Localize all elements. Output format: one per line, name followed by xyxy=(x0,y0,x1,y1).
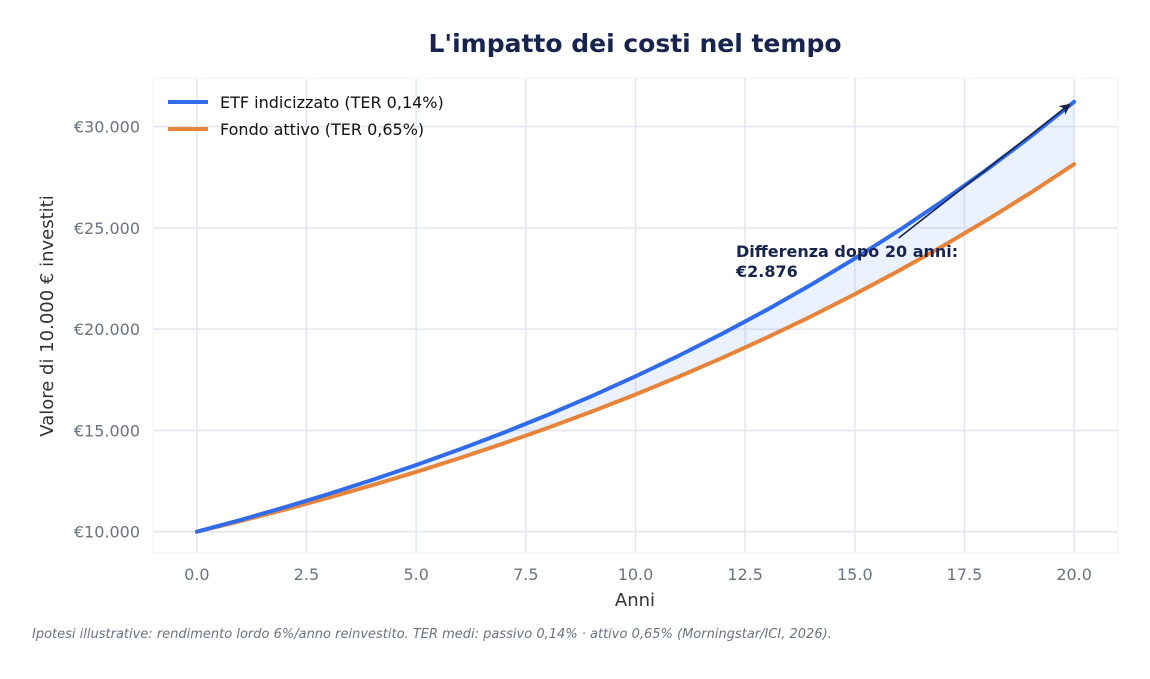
x-tick-label: 17.5 xyxy=(947,565,983,584)
legend: ETF indicizzato (TER 0,14%) Fondo attivo … xyxy=(168,93,444,139)
y-tick-label: €30.000 xyxy=(74,118,140,137)
annotation-text-line2: €2.876 xyxy=(735,262,798,281)
x-tick-label: 0.0 xyxy=(184,565,209,584)
grid xyxy=(153,78,1118,553)
annotation: Differenza dopo 20 anni:€2.876 xyxy=(735,103,1071,281)
y-tick-label: €15.000 xyxy=(74,421,140,440)
x-tick-label: 2.5 xyxy=(294,565,319,584)
y-tick-label: €20.000 xyxy=(74,320,140,339)
x-tick-label: 15.0 xyxy=(837,565,873,584)
series-line-1 xyxy=(194,162,1077,534)
y-axis-ticks: €10.000 €15.000 €20.000 €25.000 €30.000 xyxy=(74,118,140,542)
x-tick-label: 5.0 xyxy=(403,565,428,584)
y-axis-label: Valore di 10.000 € investiti xyxy=(37,195,58,436)
annotation-arrow xyxy=(898,103,1071,239)
series-group xyxy=(194,99,1077,534)
x-axis-ticks: 0.0 2.5 5.0 7.5 10.0 12.5 15.0 17.5 20.0 xyxy=(184,565,1092,584)
legend-label-1: Fondo attivo (TER 0,65%) xyxy=(220,120,424,139)
series-line-0 xyxy=(194,99,1077,534)
x-axis-label: Anni xyxy=(615,590,655,611)
footnote: Ipotesi illustrative: rendimento lordo 6… xyxy=(32,627,832,642)
x-tick-label: 12.5 xyxy=(727,565,763,584)
chart-title: L'impatto dei costi nel tempo xyxy=(428,29,841,58)
x-tick-label: 7.5 xyxy=(513,565,538,584)
annotation-text-line1: Differenza dopo 20 anni: xyxy=(736,242,958,261)
y-tick-label: €25.000 xyxy=(74,219,140,238)
legend-label-0: ETF indicizzato (TER 0,14%) xyxy=(220,93,444,112)
plot-border xyxy=(152,77,1119,554)
x-tick-label: 20.0 xyxy=(1056,565,1092,584)
y-tick-label: €10.000 xyxy=(74,523,140,542)
x-tick-label: 10.0 xyxy=(618,565,654,584)
plot-frame xyxy=(152,77,1119,554)
